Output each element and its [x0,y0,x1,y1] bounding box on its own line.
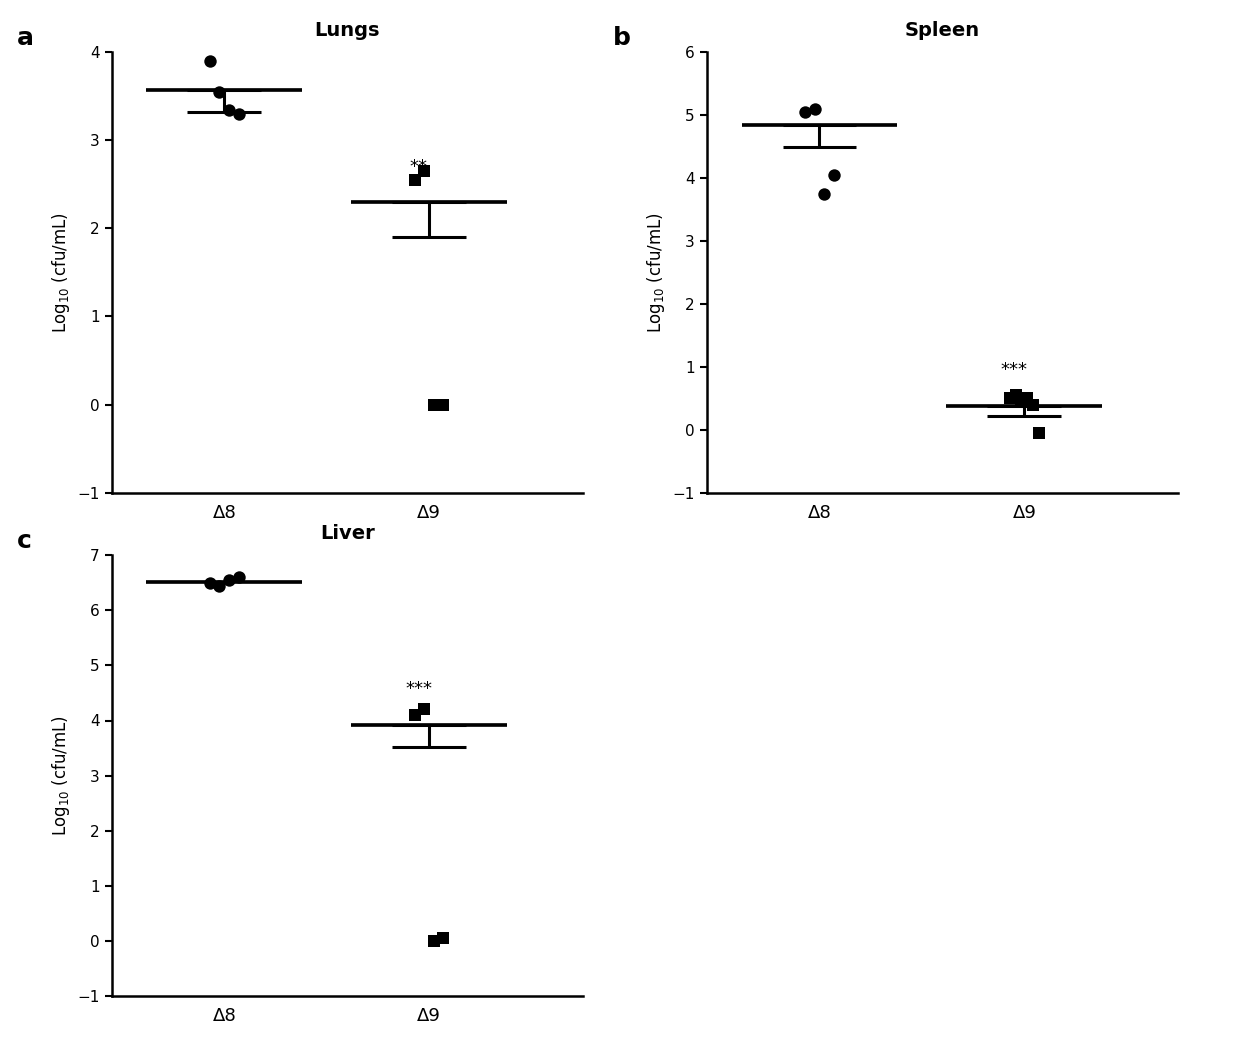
Point [1029,424,1049,441]
Point [210,84,229,101]
Point [434,396,454,413]
Point [815,185,835,202]
Y-axis label: Log$_{10}$ (cfu/mL): Log$_{10}$ (cfu/mL) [50,715,72,836]
Text: ***: *** [1001,362,1028,379]
Y-axis label: Log$_{10}$ (cfu/mL): Log$_{10}$ (cfu/mL) [645,212,667,333]
Text: b: b [613,26,630,50]
Point [795,104,815,121]
Text: c: c [17,529,32,553]
Point [1006,387,1025,403]
Point [228,569,248,586]
Point [200,574,219,591]
Text: ***: *** [405,680,433,699]
Point [424,933,444,949]
Point [210,577,229,594]
Point [219,102,239,118]
Y-axis label: Log$_{10}$ (cfu/mL): Log$_{10}$ (cfu/mL) [50,212,72,333]
Point [424,396,444,413]
Point [405,172,425,189]
Text: a: a [17,26,35,50]
Point [1017,390,1037,407]
Point [1001,390,1021,407]
Point [1023,396,1043,413]
Point [823,167,843,183]
Point [1012,393,1032,410]
Point [414,162,434,179]
Point [414,701,434,718]
Title: Liver: Liver [320,524,374,543]
Point [219,572,239,589]
Point [405,706,425,723]
Point [228,106,248,123]
Point [200,52,219,69]
Title: Lungs: Lungs [315,21,379,40]
Text: **: ** [410,157,428,176]
Point [434,930,454,946]
Title: Spleen: Spleen [905,21,980,40]
Point [805,101,825,117]
